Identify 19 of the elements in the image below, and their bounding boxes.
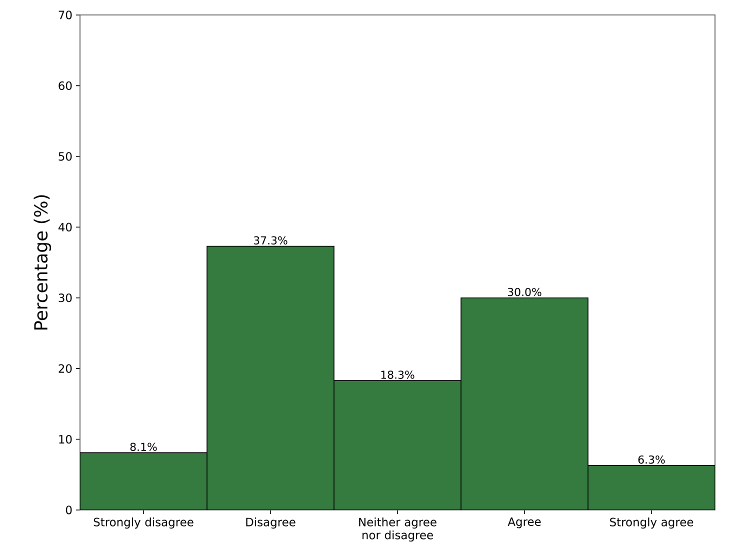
y-tick-label: 20 — [58, 364, 72, 373]
data-label: 6.3% — [638, 455, 665, 464]
x-tick-label: Disagree — [246, 518, 296, 529]
x-tick-label: Agree — [508, 518, 541, 528]
x-tick-label: Strongly agree — [610, 518, 694, 529]
data-label: 18.3% — [381, 370, 414, 379]
data-label: 30.0% — [508, 288, 542, 296]
x-tick-label: Neither agree nor disagree — [359, 518, 436, 542]
data-label: 37.3% — [254, 236, 288, 245]
y-axis-title: Percentage (%) — [34, 195, 52, 330]
y-tick-label: 30 — [58, 294, 72, 302]
y-tick-label: 10 — [59, 434, 72, 444]
y-tick-label: 60 — [58, 81, 72, 90]
x-tick-label: Strongly disagree — [94, 518, 194, 529]
data-label: 8.1% — [130, 442, 157, 452]
y-tick-label: 50 — [58, 152, 72, 161]
y-tick-label: 0 — [66, 506, 72, 514]
y-tick-label: 70 — [58, 10, 72, 20]
y-tick-label: 40 — [58, 222, 72, 232]
